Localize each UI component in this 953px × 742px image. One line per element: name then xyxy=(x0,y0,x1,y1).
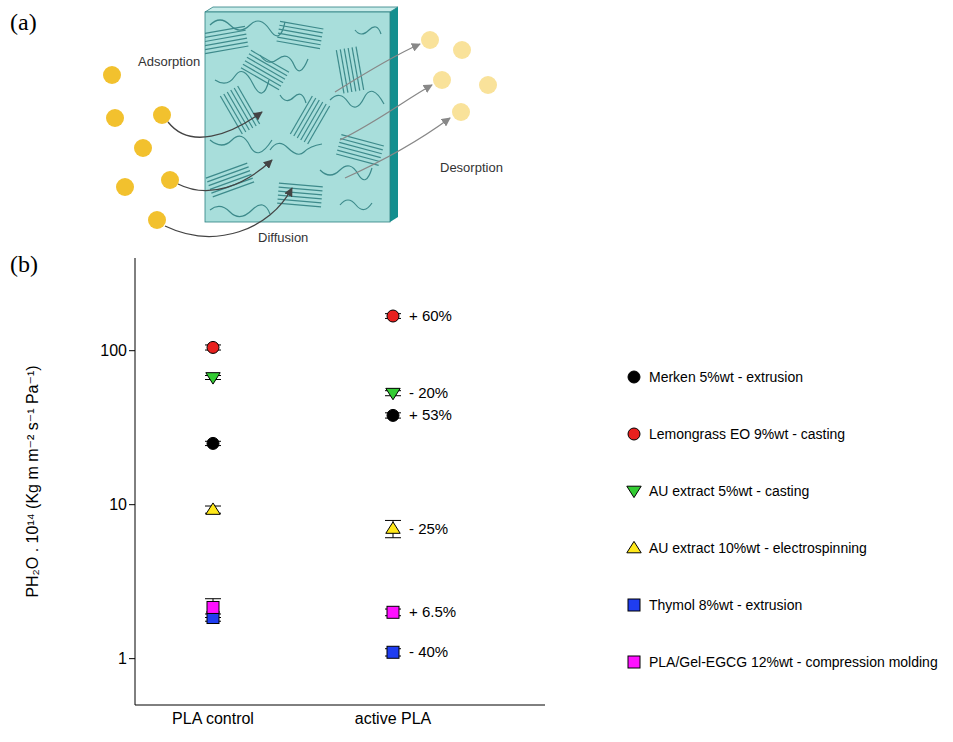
svg-text:PLA control: PLA control xyxy=(172,710,254,727)
svg-text:+ 60%: + 60% xyxy=(409,307,452,324)
html-text:Thymol 8%wt - extrusion: Thymol 8%wt - extrusion xyxy=(649,596,803,613)
svg-text:Diffusion: Diffusion xyxy=(258,230,308,245)
svg-text:10: 10 xyxy=(109,496,127,513)
svg-text:- 25%: - 25% xyxy=(409,520,448,537)
html-text:AU extract 5%wt - casting: AU extract 5%wt - casting xyxy=(649,482,810,499)
html-text:Lemongrass EO 9%wt - casting: Lemongrass EO 9%wt - casting xyxy=(649,425,846,442)
svg-text:+ 53%: + 53% xyxy=(409,406,452,423)
svg-text:- 40%: - 40% xyxy=(409,643,448,660)
svg-text:Adsorption: Adsorption xyxy=(138,54,200,69)
svg-text:+ 6.5%: + 6.5% xyxy=(409,603,456,620)
html-text:AU extract 10%wt - electrospin: AU extract 10%wt - electrospinning xyxy=(649,539,867,556)
svg-text:1: 1 xyxy=(118,650,127,667)
html-text:PLA/Gel-EGCG 12%wt - compressi: PLA/Gel-EGCG 12%wt - compression molding xyxy=(649,653,938,670)
svg-text:100: 100 xyxy=(100,342,127,359)
svg-text:active PLA: active PLA xyxy=(355,710,432,727)
svg-text:(a): (a) xyxy=(10,9,37,35)
html-text:Merken 5%wt - extrusion: Merken 5%wt - extrusion xyxy=(649,368,804,385)
svg-text:Desorption: Desorption xyxy=(440,160,503,175)
svg-text:- 20%: - 20% xyxy=(409,384,448,401)
svg-text:(b): (b) xyxy=(10,251,38,277)
svg-text:PH₂O . 10¹⁴ (Kg m m⁻² s⁻¹ Pa⁻¹: PH₂O . 10¹⁴ (Kg m m⁻² s⁻¹ Pa⁻¹) xyxy=(24,365,41,597)
